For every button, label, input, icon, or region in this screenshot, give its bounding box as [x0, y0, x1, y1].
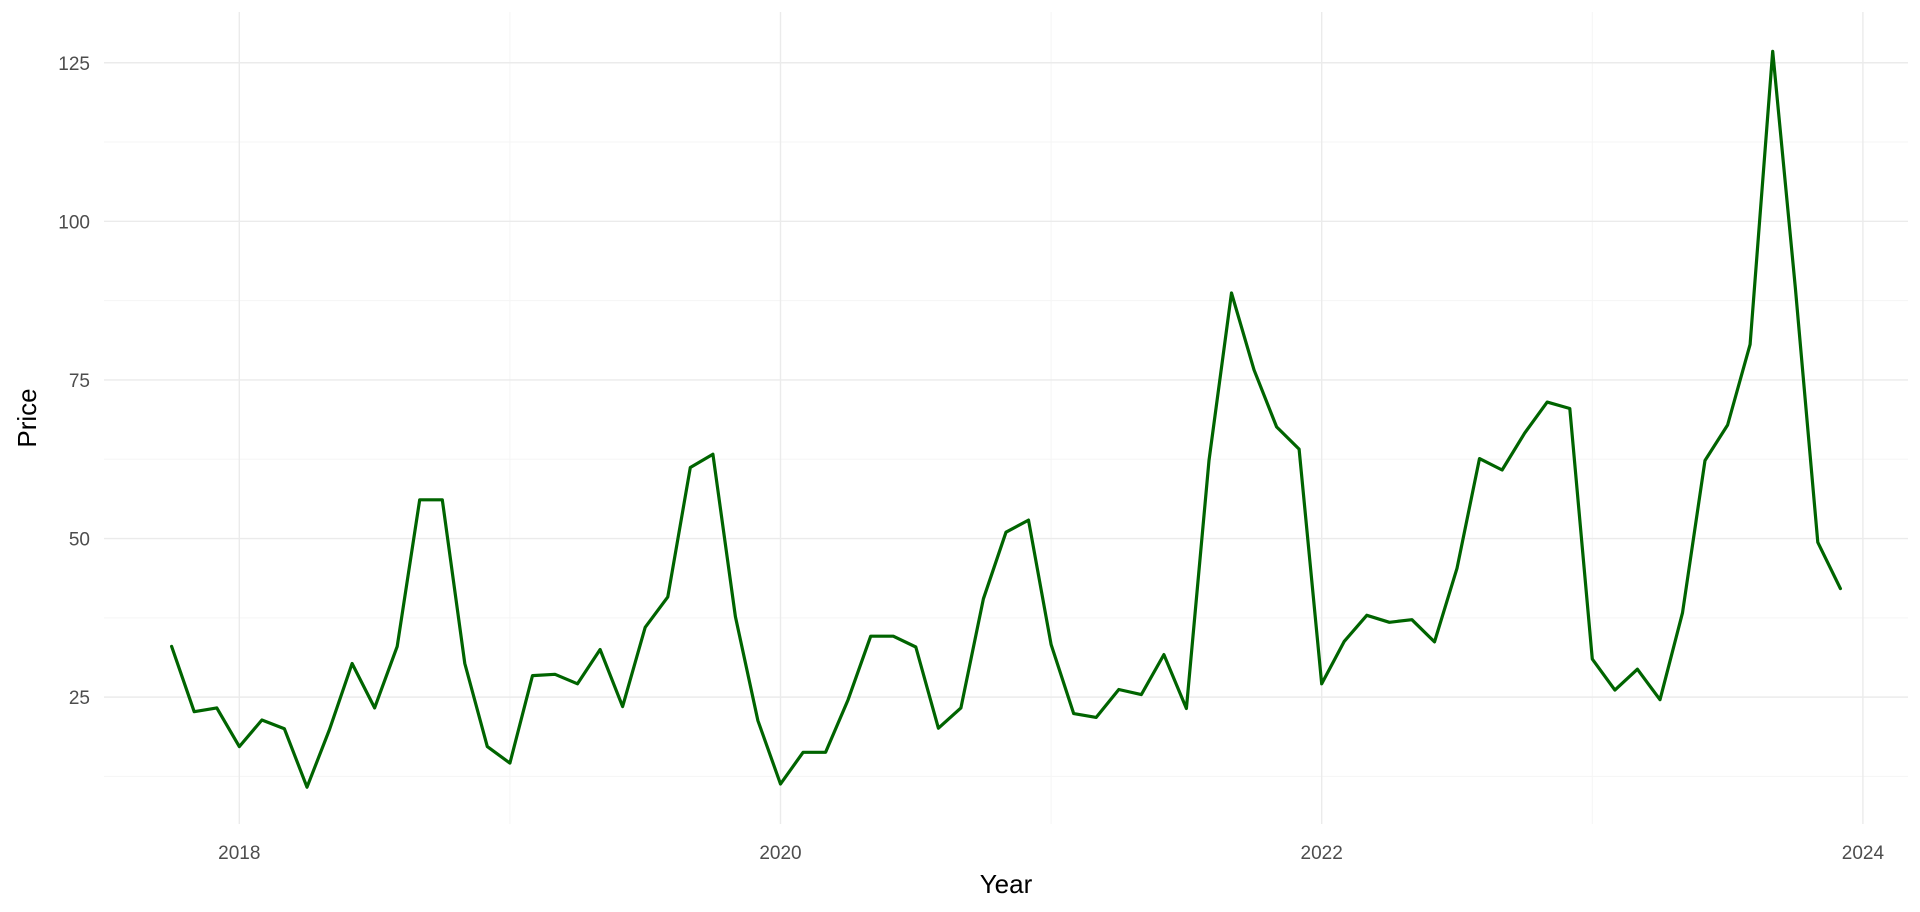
- y-tick-label: 50: [69, 530, 90, 551]
- y-tick-label: 25: [69, 688, 90, 709]
- y-tick-label: 100: [58, 212, 90, 233]
- minor-y-gridlines: [104, 141, 1908, 777]
- x-tick-label: 2022: [1301, 843, 1343, 864]
- y-tick-label: 125: [58, 54, 90, 75]
- y-tick-label: 75: [69, 371, 90, 392]
- y-axis-tick-labels: 25 50 75 100 125: [58, 54, 90, 709]
- x-tick-label: 2024: [1842, 843, 1885, 864]
- x-axis-title: Year: [980, 869, 1033, 899]
- major-y-gridlines: [104, 62, 1908, 698]
- x-tick-label: 2020: [759, 843, 801, 864]
- x-axis-tick-labels: 2018 2020 2022 2024: [218, 843, 1884, 864]
- price-series-line: [170, 49, 1842, 789]
- minor-x-gridlines: [509, 12, 1593, 824]
- major-x-gridlines: [238, 12, 1864, 824]
- y-axis-title: Price: [12, 388, 42, 447]
- x-tick-label: 2018: [218, 843, 260, 864]
